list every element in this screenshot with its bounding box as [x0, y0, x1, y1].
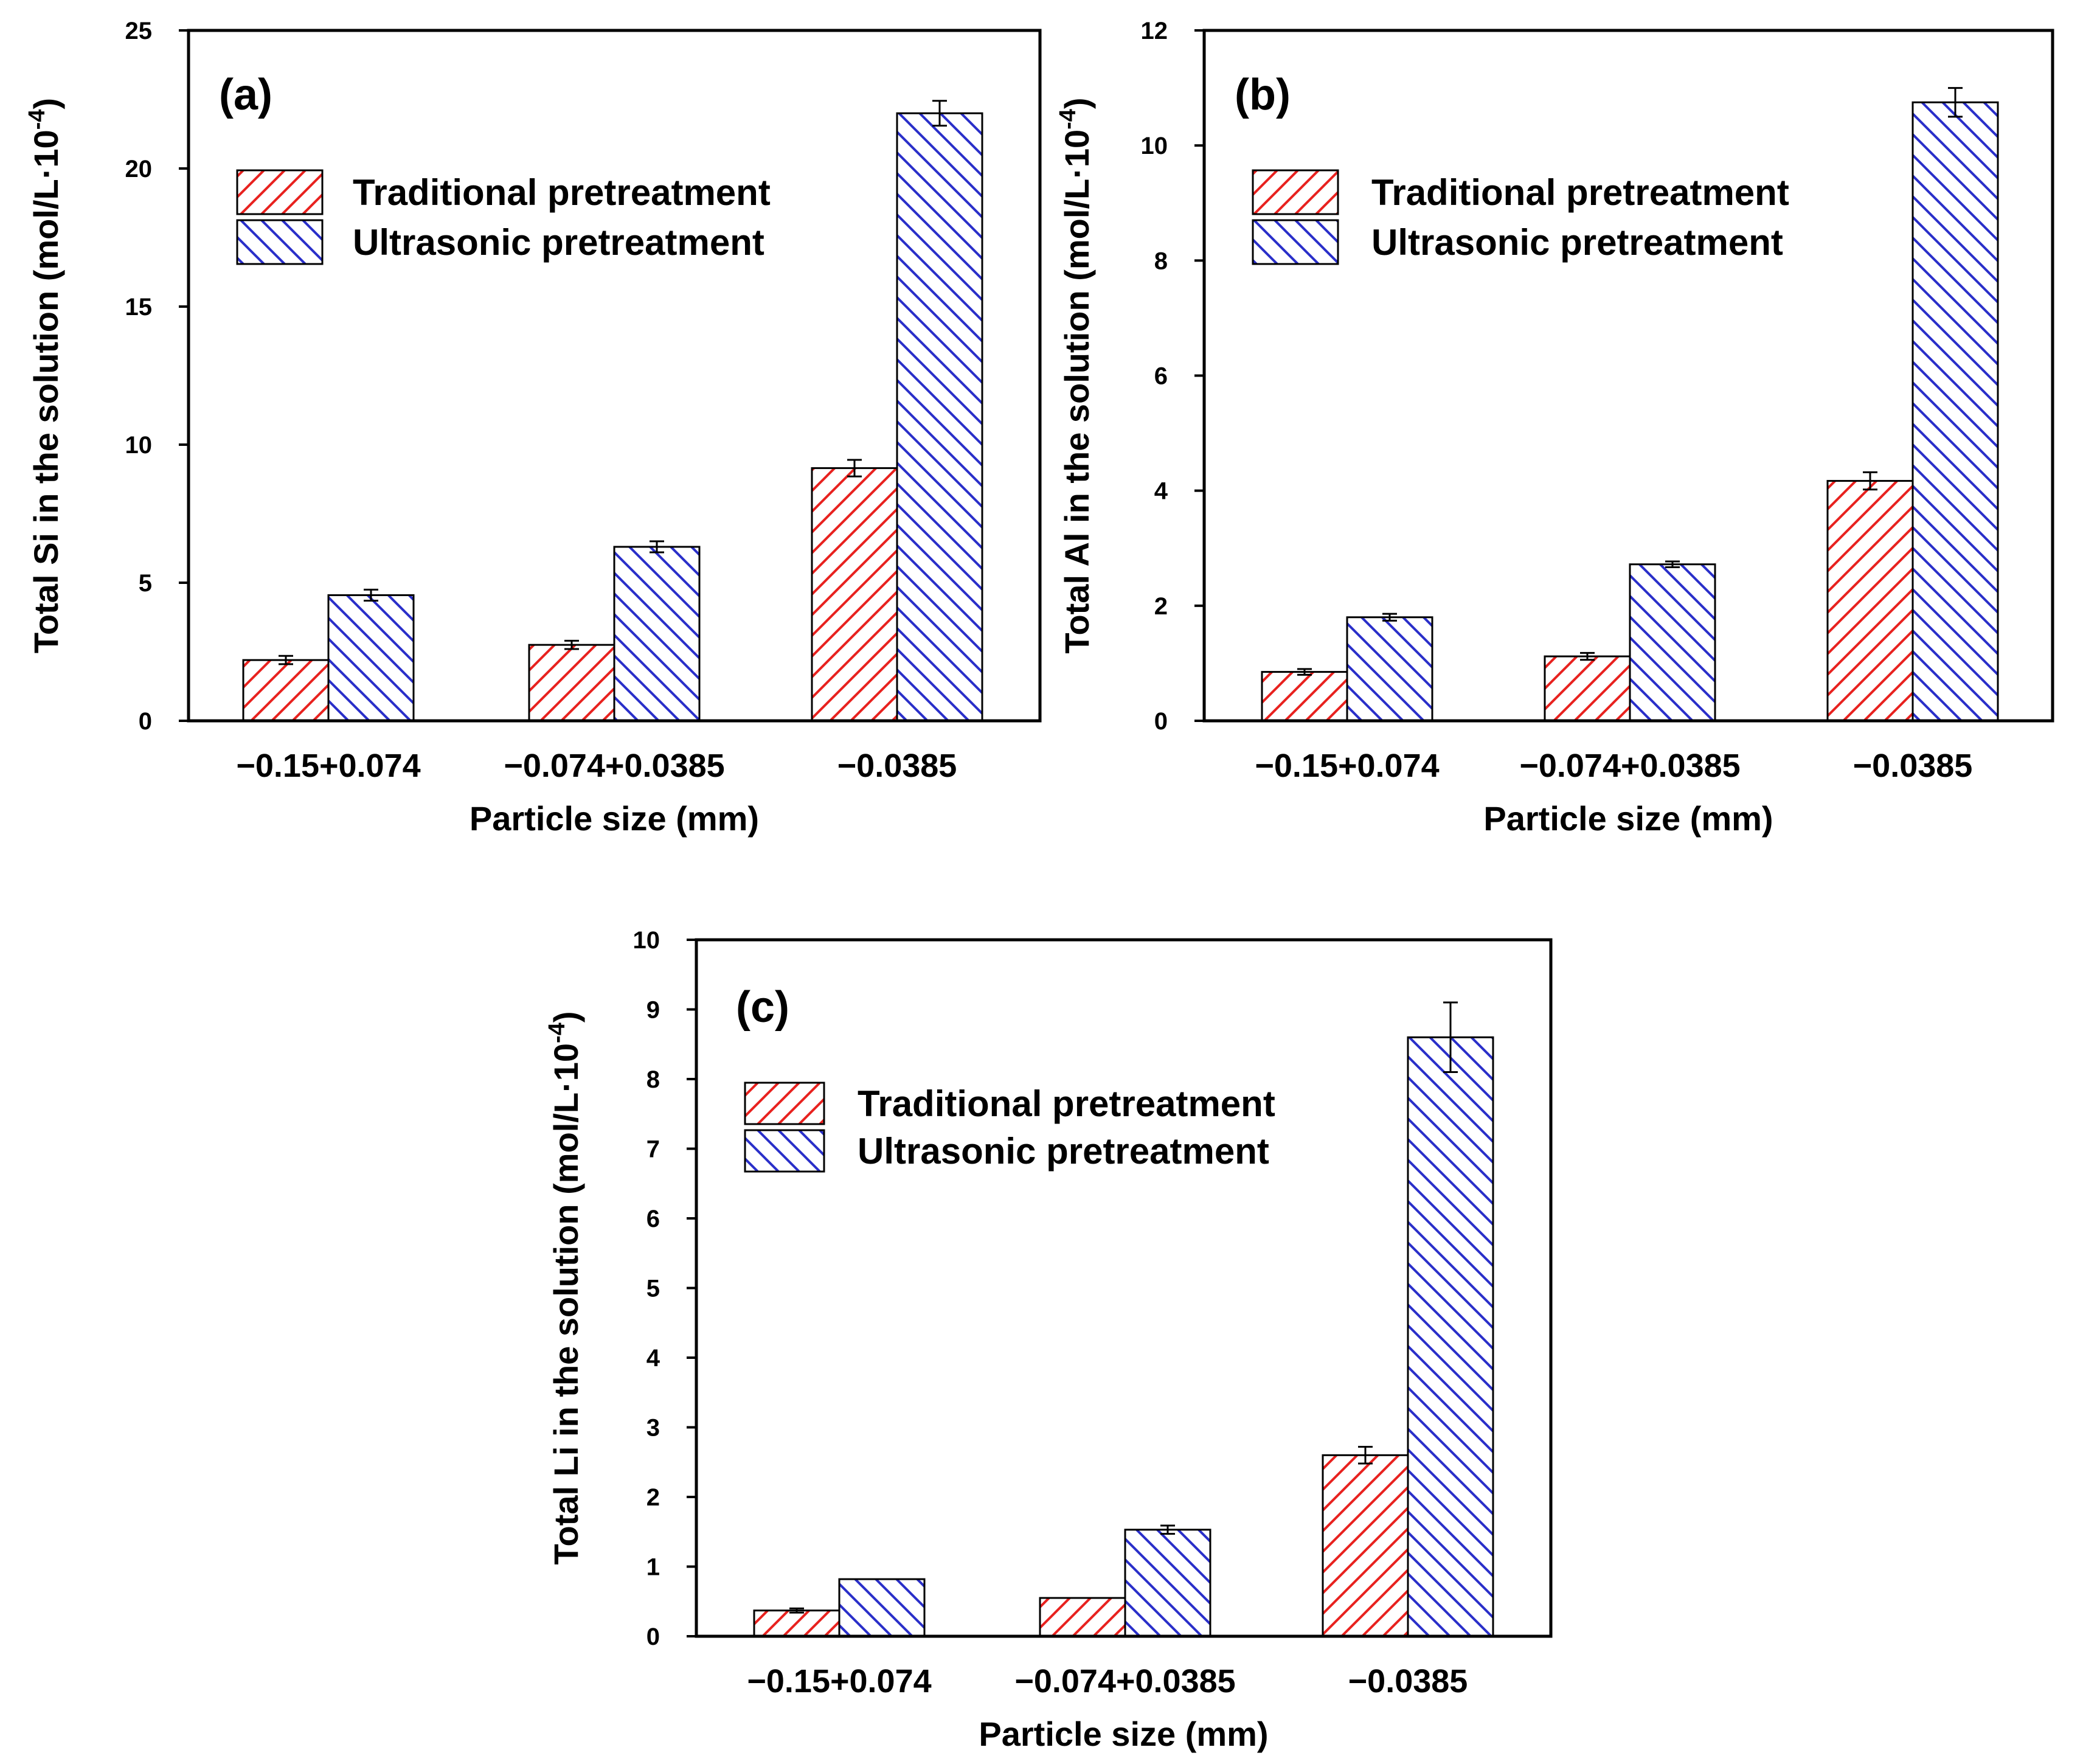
x-category-label: −0.074+0.0385: [1519, 748, 1740, 784]
bar-traditional-2: [1544, 655, 1631, 722]
bar-traditional-3: [1322, 1454, 1409, 1637]
bar-traditional-1: [753, 1609, 840, 1637]
y-tick-label: 25: [125, 18, 153, 44]
y-tick-label: 5: [646, 1276, 660, 1302]
bar-ultrasonic-3: [1911, 101, 1999, 722]
x-axis-title: Particle size (mm): [470, 799, 759, 838]
x-category-label: −0.15+0.074: [747, 1663, 931, 1700]
legend: Traditional pretreatment Ultrasonic pretr…: [744, 1082, 1275, 1173]
chart-panel-3: 0 1 2 3 4 5 6 7 8 9 10 −0.15+0.074 −0.074+0.0385 −0.0…: [544, 927, 1553, 1753]
bar-traditional-1: [1261, 671, 1348, 722]
y-tick-label: 6: [646, 1206, 660, 1232]
legend-label: Traditional pretreatment: [858, 1083, 1275, 1124]
y-tick-label: 20: [125, 156, 153, 182]
bar-ultrasonic-2: [613, 546, 701, 722]
y-tick-label: 0: [139, 708, 152, 735]
panel-label: (b): [1235, 71, 1291, 119]
bar-ultrasonic-1: [838, 1578, 926, 1637]
y-axis-title: Total Al in the solution (mol/L·10-4): [1055, 97, 1096, 653]
y-tick-label: 2: [646, 1484, 660, 1511]
bar-ultrasonic-1: [1346, 616, 1433, 722]
bar-ultrasonic-3: [1407, 1036, 1494, 1637]
chart-panel-1: 0 5 10 15 20 25 −0.15+0.074 −0.074+0.0385 −0.038…: [24, 18, 1042, 838]
bar-traditional-2: [528, 644, 615, 722]
x-category-label: −0.074+0.0385: [504, 748, 724, 784]
y-tick-label: 10: [633, 927, 660, 954]
legend-swatch-ultrasonic: [744, 1129, 825, 1173]
plot-frame: [187, 29, 1042, 723]
legend-swatch-traditional: [236, 169, 324, 215]
y-tick-label: 2: [1154, 593, 1168, 620]
y-tick-label: 8: [1154, 248, 1168, 274]
y-tick-label: 15: [125, 294, 153, 321]
y-axis-title: Total Si in the solution (mol/L·10-4): [24, 98, 65, 653]
y-tick-label: 5: [139, 570, 152, 597]
x-axis-title: Particle size (mm): [1483, 799, 1773, 838]
y-tick-label: 10: [1141, 133, 1168, 159]
y-tick-label: 4: [1154, 478, 1168, 505]
y-tick-label: 9: [646, 997, 660, 1024]
legend-label: Ultrasonic pretreatment: [353, 222, 764, 263]
bar-ultrasonic-1: [327, 594, 415, 722]
y-tick-label: 1: [646, 1554, 660, 1581]
legend-label: Traditional pretreatment: [1371, 172, 1789, 213]
y-tick-label: 8: [646, 1066, 660, 1093]
x-category-label: −0.15+0.074: [1255, 748, 1439, 784]
legend-swatch-traditional: [1252, 169, 1339, 215]
legend-swatch-ultrasonic: [236, 219, 324, 265]
x-category-label: −0.074+0.0385: [1014, 1663, 1235, 1700]
bar-ultrasonic-3: [896, 112, 983, 722]
legend-label: Ultrasonic pretreatment: [1371, 222, 1783, 263]
y-tick-label: 0: [646, 1623, 660, 1650]
y-axis-title: Total Li in the solution (mol/L·10-4): [544, 1011, 585, 1564]
legend: Traditional pretreatment Ultrasonic pretr…: [1252, 169, 1789, 265]
y-tick-label: 7: [646, 1136, 660, 1163]
x-category-label: −0.15+0.074: [236, 748, 420, 784]
x-axis-title: Particle size (mm): [979, 1715, 1268, 1753]
legend-swatch-ultrasonic: [1252, 219, 1339, 265]
panel-label: (c): [736, 983, 789, 1032]
legend-label: Ultrasonic pretreatment: [858, 1131, 1269, 1172]
legend-swatch-traditional: [744, 1082, 825, 1125]
x-category-label: −0.0385: [1348, 1663, 1468, 1700]
legend-label: Traditional pretreatment: [353, 172, 771, 213]
bar-traditional-3: [811, 467, 898, 722]
bar-traditional-1: [242, 659, 330, 722]
y-tick-label: 6: [1154, 363, 1168, 390]
x-category-label: −0.0385: [1853, 748, 1973, 784]
y-tick-label: 12: [1141, 18, 1168, 44]
chart-panel-2: 0 2 4 6 8 10 12 −0.15+0.074 −0.074+0.0385 −0.0385…: [1055, 18, 2054, 838]
legend: Traditional pretreatment Ultrasonic pretr…: [236, 169, 771, 265]
bar-ultrasonic-2: [1629, 563, 1716, 722]
x-category-label: −0.0385: [837, 748, 957, 784]
bar-ultrasonic-2: [1124, 1529, 1211, 1637]
bar-traditional-3: [1826, 480, 1914, 722]
y-tick-label: 0: [1154, 708, 1168, 735]
y-tick-label: 10: [125, 432, 153, 459]
y-tick-label: 4: [646, 1345, 660, 1372]
y-tick-label: 3: [646, 1415, 660, 1442]
panel-label: (a): [219, 71, 272, 119]
bar-traditional-2: [1039, 1597, 1126, 1637]
